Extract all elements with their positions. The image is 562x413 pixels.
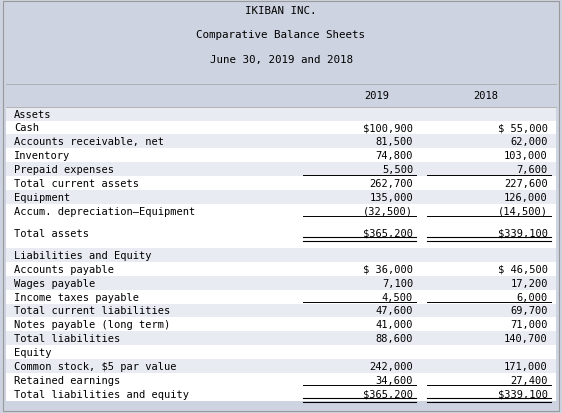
- Text: (32,500): (32,500): [363, 206, 413, 216]
- FancyBboxPatch shape: [6, 359, 556, 373]
- Text: Total assets: Total assets: [14, 228, 89, 238]
- Text: Total current assets: Total current assets: [14, 178, 139, 188]
- Text: Liabilities and Equity: Liabilities and Equity: [14, 250, 152, 260]
- Text: 41,000: 41,000: [375, 320, 413, 330]
- Text: 17,200: 17,200: [510, 278, 548, 288]
- Text: 7,600: 7,600: [516, 165, 548, 175]
- Text: Total current liabilities: Total current liabilities: [14, 306, 170, 316]
- Text: Assets: Assets: [14, 109, 52, 119]
- Text: 71,000: 71,000: [510, 320, 548, 330]
- Text: 6,000: 6,000: [516, 292, 548, 302]
- Text: Total liabilities and equity: Total liabilities and equity: [14, 389, 189, 399]
- Text: Notes payable (long term): Notes payable (long term): [14, 320, 170, 330]
- Text: Retained earnings: Retained earnings: [14, 375, 120, 385]
- Text: 4,500: 4,500: [382, 292, 413, 302]
- Text: Accum. depreciation–Equipment: Accum. depreciation–Equipment: [14, 206, 196, 216]
- FancyBboxPatch shape: [6, 332, 556, 345]
- FancyBboxPatch shape: [6, 163, 556, 176]
- Text: $339,100: $339,100: [498, 228, 548, 238]
- Text: Accounts payable: Accounts payable: [14, 264, 114, 274]
- Text: $339,100: $339,100: [498, 389, 548, 399]
- Text: Total liabilities: Total liabilities: [14, 333, 120, 343]
- FancyBboxPatch shape: [6, 190, 556, 204]
- Text: 34,600: 34,600: [375, 375, 413, 385]
- FancyBboxPatch shape: [6, 107, 556, 401]
- Text: (14,500): (14,500): [498, 206, 548, 216]
- Text: $100,900: $100,900: [363, 123, 413, 133]
- Text: Wages payable: Wages payable: [14, 278, 96, 288]
- Text: Common stock, $5 par value: Common stock, $5 par value: [14, 361, 176, 371]
- FancyBboxPatch shape: [6, 107, 556, 121]
- Text: 227,600: 227,600: [504, 178, 548, 188]
- Text: 2019: 2019: [364, 91, 389, 101]
- Text: $ 46,500: $ 46,500: [498, 264, 548, 274]
- Text: Comparative Balance Sheets: Comparative Balance Sheets: [197, 31, 365, 40]
- Text: Equity: Equity: [14, 347, 52, 357]
- FancyBboxPatch shape: [6, 304, 556, 318]
- Text: 7,100: 7,100: [382, 278, 413, 288]
- Text: Income taxes payable: Income taxes payable: [14, 292, 139, 302]
- Text: Equipment: Equipment: [14, 192, 70, 202]
- Text: Cash: Cash: [14, 123, 39, 133]
- Text: Accounts receivable, net: Accounts receivable, net: [14, 137, 164, 147]
- Text: 126,000: 126,000: [504, 192, 548, 202]
- Text: 74,800: 74,800: [375, 151, 413, 161]
- Text: 135,000: 135,000: [369, 192, 413, 202]
- Text: 171,000: 171,000: [504, 361, 548, 371]
- FancyBboxPatch shape: [6, 249, 556, 262]
- Text: $ 55,000: $ 55,000: [498, 123, 548, 133]
- Text: 69,700: 69,700: [510, 306, 548, 316]
- Text: $ 36,000: $ 36,000: [363, 264, 413, 274]
- Text: 27,400: 27,400: [510, 375, 548, 385]
- Text: 81,500: 81,500: [375, 137, 413, 147]
- Text: 88,600: 88,600: [375, 333, 413, 343]
- Text: 47,600: 47,600: [375, 306, 413, 316]
- Text: 5,500: 5,500: [382, 165, 413, 175]
- Text: $365,200: $365,200: [363, 389, 413, 399]
- Text: 2018: 2018: [474, 91, 498, 101]
- Text: 242,000: 242,000: [369, 361, 413, 371]
- Text: IKIBAN INC.: IKIBAN INC.: [245, 6, 317, 16]
- FancyBboxPatch shape: [6, 276, 556, 290]
- Text: June 30, 2019 and 2018: June 30, 2019 and 2018: [210, 55, 352, 64]
- Text: 62,000: 62,000: [510, 137, 548, 147]
- Text: 140,700: 140,700: [504, 333, 548, 343]
- Text: 262,700: 262,700: [369, 178, 413, 188]
- Text: Prepaid expenses: Prepaid expenses: [14, 165, 114, 175]
- Text: $365,200: $365,200: [363, 228, 413, 238]
- Text: Inventory: Inventory: [14, 151, 70, 161]
- FancyBboxPatch shape: [6, 135, 556, 149]
- Text: 103,000: 103,000: [504, 151, 548, 161]
